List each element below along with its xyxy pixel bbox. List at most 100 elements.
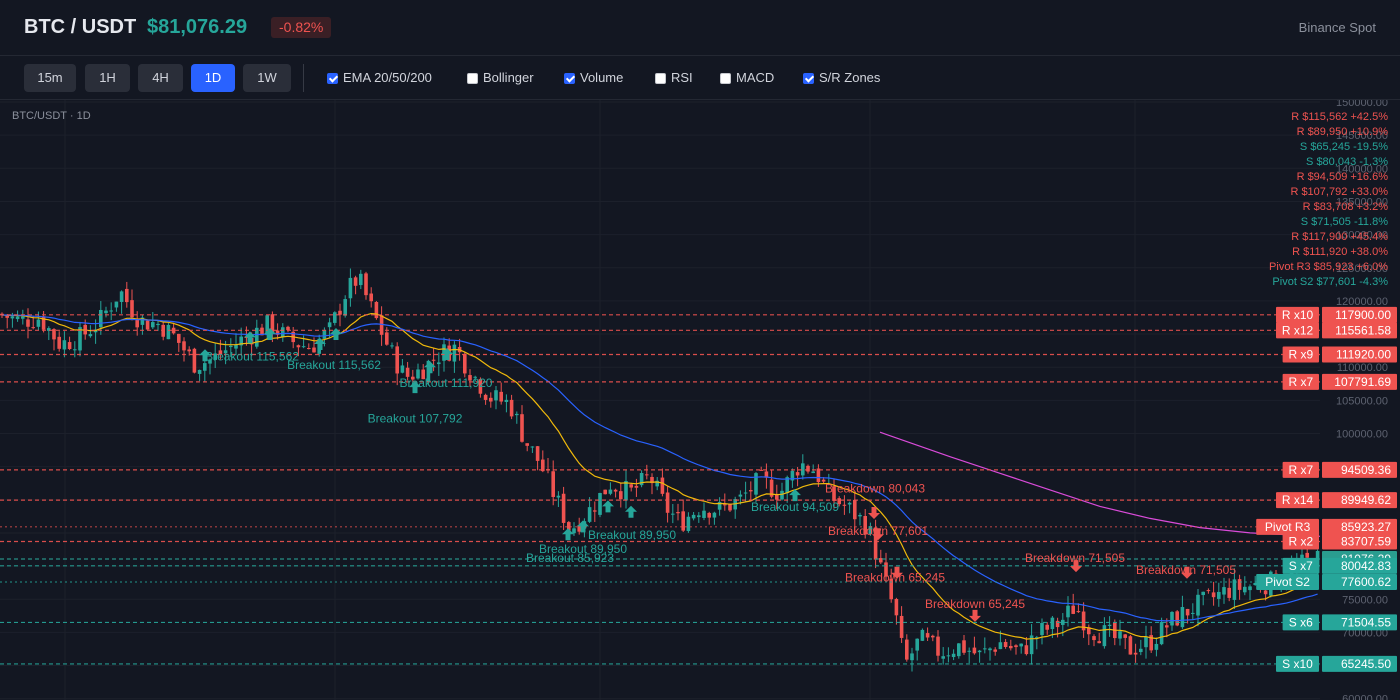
candles [0, 268, 1320, 672]
level-price-label: 94509.36 [1341, 463, 1391, 477]
checkbox-sr-zones[interactable] [803, 73, 814, 84]
candle-body [842, 504, 847, 506]
candle-body [400, 365, 405, 373]
timeframe-4h-button[interactable]: 4H [138, 64, 183, 92]
toggle-sr-zones[interactable]: S/R Zones [803, 70, 880, 88]
price-chart[interactable]: 150000.00 145000.00 140000.00 135000.00 1300… [0, 100, 1400, 700]
timeframe-1h-button[interactable]: 1H [85, 64, 130, 92]
checkbox-rsi[interactable] [655, 73, 666, 84]
zone-list-item: S $80,043 -1.3% [1306, 156, 1388, 168]
candle-body [1154, 643, 1159, 650]
candle-body [759, 469, 763, 471]
y-tick-label: 145000.00 [1336, 130, 1388, 142]
candle-body [853, 499, 857, 520]
level-price-label: 111920.00 [1336, 347, 1391, 361]
level-tag-bg [1256, 518, 1319, 535]
candle-body [598, 493, 602, 515]
timeframe-1d-button[interactable]: 1D [191, 64, 235, 92]
candle-body [535, 446, 540, 461]
symbol-title: BTC / USDT [24, 16, 137, 38]
candle-body [629, 484, 633, 488]
candle-body [125, 288, 129, 303]
level-tag-label: R x14 [1282, 493, 1314, 507]
candle-body [504, 399, 509, 402]
candle-body [743, 492, 748, 494]
candle-body [151, 322, 155, 328]
candle-body [88, 334, 93, 337]
signal-label: Breakdown 65,245 [925, 597, 1025, 611]
candle-body [769, 479, 774, 497]
candle-body [327, 322, 332, 328]
candle-body [603, 489, 607, 495]
candle-body [1211, 592, 1216, 598]
level-price-label: 107791.69 [1334, 375, 1391, 389]
candle-body [234, 344, 238, 349]
candle-body [5, 314, 9, 318]
toggle-ema[interactable]: EMA 20/50/200 [327, 70, 432, 88]
candle-body [1191, 612, 1195, 614]
level-tag-bg [1276, 492, 1319, 509]
candle-body [619, 491, 623, 500]
candle-body [608, 489, 613, 494]
candle-body [868, 526, 873, 534]
signal-label: Breakout 115,562 [287, 358, 381, 372]
level-tag-label: S x6 [1289, 615, 1313, 629]
candle-body [452, 344, 457, 362]
candle-body [333, 312, 337, 323]
candle-body [873, 527, 878, 560]
candle-body [593, 510, 597, 512]
candle-body [286, 326, 290, 331]
candle-body [431, 359, 436, 361]
zone-list-item: R $117,900 +45.4% [1291, 231, 1388, 243]
candle-body [364, 273, 368, 296]
breakout-arrow-icon [244, 331, 256, 344]
candle-body [140, 317, 145, 325]
checkbox-bollinger[interactable] [467, 73, 478, 84]
level-price-bg [1322, 373, 1397, 390]
breakout-arrow-icon [441, 347, 453, 360]
candle-body [1139, 648, 1143, 653]
candle-body [197, 369, 202, 374]
checkbox-ema[interactable] [327, 73, 338, 84]
breakout-arrow-icon [330, 328, 342, 341]
candle-body [47, 328, 51, 331]
candle-body [972, 647, 977, 654]
toggle-macd[interactable]: MACD [720, 70, 774, 88]
toggle-bollinger[interactable]: Bollinger [467, 70, 534, 88]
candle-body [78, 327, 82, 351]
level-tag-bg [1276, 306, 1319, 323]
candle-body [1029, 635, 1034, 655]
candle-body [858, 514, 862, 517]
timeframe-15m-button[interactable]: 15m [24, 64, 76, 92]
candle-body [296, 345, 301, 348]
candle-body [213, 353, 217, 360]
candle-body [785, 477, 789, 494]
candle-body [577, 525, 581, 532]
candle-body [36, 319, 41, 327]
toggle-bollinger-label: Bollinger [483, 70, 534, 85]
candle-body [348, 277, 353, 299]
checkbox-volume[interactable] [564, 73, 575, 84]
candle-body [530, 446, 535, 448]
candle-body [1055, 620, 1060, 628]
checkbox-macd[interactable] [720, 73, 731, 84]
header: BTC / USDT $81,076.29 -0.82% Binance Spo… [0, 0, 1400, 56]
level-tag-label: R x2 [1288, 535, 1313, 549]
candle-body [275, 330, 280, 335]
candle-body [1061, 619, 1065, 625]
candle-body [863, 515, 867, 535]
candle-body [988, 648, 992, 651]
candle-body [645, 474, 649, 476]
candle-body [390, 345, 394, 347]
candle-body [998, 642, 1003, 650]
breakdown-arrow-icon [1181, 566, 1193, 579]
y-tick-label: 110000.00 [1337, 362, 1388, 374]
toggle-volume[interactable]: Volume [564, 70, 623, 88]
candle-body [119, 291, 124, 302]
candle-body [499, 391, 503, 402]
candle-body [1253, 582, 1257, 586]
toggle-sr-zones-label: S/R Zones [819, 70, 881, 85]
candle-body [130, 300, 134, 318]
timeframe-1w-button[interactable]: 1W [243, 64, 291, 92]
toggle-rsi[interactable]: RSI [655, 70, 693, 88]
